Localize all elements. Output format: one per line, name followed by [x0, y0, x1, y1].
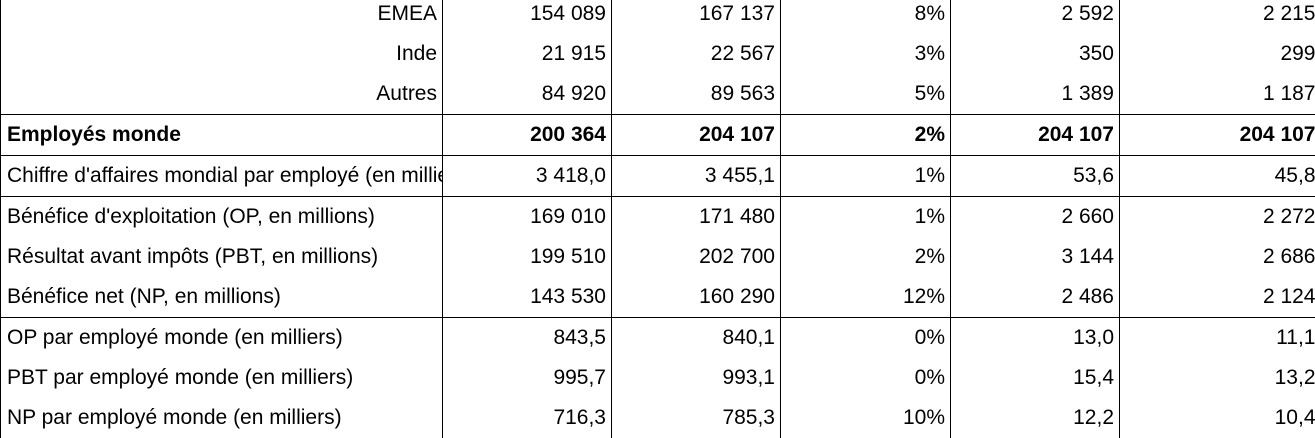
table-row: Inde 21 915 22 567 3% 350 299 [1, 34, 1315, 74]
cell-value[interactable]: 10% [781, 398, 951, 438]
cell-value[interactable]: 167 137 [612, 0, 781, 34]
cell-label[interactable]: Autres [1, 74, 443, 115]
cell-value[interactable]: 785,3 [612, 398, 781, 438]
cell-value[interactable]: 843,5 [443, 318, 612, 359]
cell-label[interactable]: Bénéfice net (NP, en millions) [1, 277, 443, 318]
cell-value[interactable]: 10,4 [1120, 398, 1315, 438]
cell-value[interactable]: 5% [781, 74, 951, 115]
table-row: PBT par employé monde (en milliers) 995,… [1, 358, 1315, 398]
cell-value[interactable]: 204 107 [1120, 115, 1315, 156]
cell-value[interactable]: 0% [781, 318, 951, 359]
cell-value[interactable]: 143 530 [443, 277, 612, 318]
cell-value[interactable]: 160 290 [612, 277, 781, 318]
cell-value[interactable]: 3 455,1 [612, 156, 781, 197]
cell-label[interactable]: OP par employé monde (en milliers) [1, 318, 443, 359]
table-row: Chiffre d'affaires mondial par employé (… [1, 156, 1315, 197]
cell-value[interactable]: 840,1 [612, 318, 781, 359]
cell-value[interactable]: 2 592 [951, 0, 1120, 34]
table-row: Bénéfice d'exploitation (OP, en millions… [1, 197, 1315, 238]
table-row: OP par employé monde (en milliers) 843,5… [1, 318, 1315, 359]
cell-value[interactable]: 2% [781, 115, 951, 156]
cell-value[interactable]: 204 107 [951, 115, 1120, 156]
cell-value[interactable]: 2 486 [951, 277, 1120, 318]
cell-label[interactable]: EMEA [1, 0, 443, 34]
cell-value[interactable]: 2% [781, 237, 951, 277]
cell-value[interactable]: 1 187 [1120, 74, 1315, 115]
cell-value[interactable]: 2 124 [1120, 277, 1315, 318]
cell-value[interactable]: 993,1 [612, 358, 781, 398]
table-row: Autres 84 920 89 563 5% 1 389 1 187 [1, 74, 1315, 115]
cell-value[interactable]: 350 [951, 34, 1120, 74]
cell-value[interactable]: 22 567 [612, 34, 781, 74]
table-row: Résultat avant impôts (PBT, en millions)… [1, 237, 1315, 277]
cell-value[interactable]: 2 272 [1120, 197, 1315, 238]
cell-label[interactable]: NP par employé monde (en milliers) [1, 398, 443, 438]
cell-value[interactable]: 84 920 [443, 74, 612, 115]
cell-value[interactable]: 3% [781, 34, 951, 74]
table-row-total: Employés monde 200 364 204 107 2% 204 10… [1, 115, 1315, 156]
cell-value[interactable]: 89 563 [612, 74, 781, 115]
cell-value[interactable]: 1 389 [951, 74, 1120, 115]
cell-value[interactable]: 13,0 [951, 318, 1120, 359]
cell-value[interactable]: 716,3 [443, 398, 612, 438]
cell-value[interactable]: 2 686 [1120, 237, 1315, 277]
cell-value[interactable]: 200 364 [443, 115, 612, 156]
table-row: NP par employé monde (en milliers) 716,3… [1, 398, 1315, 438]
cell-value[interactable]: 3 418,0 [443, 156, 612, 197]
cell-value[interactable]: 13,2 [1120, 358, 1315, 398]
cell-label[interactable]: Résultat avant impôts (PBT, en millions) [1, 237, 443, 277]
cell-value[interactable]: 2 215 [1120, 0, 1315, 34]
cell-value[interactable]: 0% [781, 358, 951, 398]
cell-value[interactable]: 169 010 [443, 197, 612, 238]
cell-label[interactable]: Employés monde [1, 115, 443, 156]
cell-label[interactable]: Bénéfice d'exploitation (OP, en millions… [1, 197, 443, 238]
cell-value[interactable]: 8% [781, 0, 951, 34]
cell-value[interactable]: 3 144 [951, 237, 1120, 277]
cell-value[interactable]: 12% [781, 277, 951, 318]
cell-value[interactable]: 45,8 [1120, 156, 1315, 197]
cell-value[interactable]: 154 089 [443, 0, 612, 34]
cell-value[interactable]: 199 510 [443, 237, 612, 277]
cell-value[interactable]: 171 480 [612, 197, 781, 238]
cell-label[interactable]: PBT par employé monde (en milliers) [1, 358, 443, 398]
cell-value[interactable]: 2 660 [951, 197, 1120, 238]
cell-value[interactable]: 12,2 [951, 398, 1120, 438]
cell-value[interactable]: 53,6 [951, 156, 1120, 197]
cell-value[interactable]: 202 700 [612, 237, 781, 277]
cell-label[interactable]: Inde [1, 34, 443, 74]
cell-value[interactable]: 11,1 [1120, 318, 1315, 359]
cell-label[interactable]: Chiffre d'affaires mondial par employé (… [1, 156, 443, 197]
cell-value[interactable]: 21 915 [443, 34, 612, 74]
cell-value[interactable]: 1% [781, 197, 951, 238]
table-row: EMEA 154 089 167 137 8% 2 592 2 215 [1, 0, 1315, 34]
cell-value[interactable]: 204 107 [612, 115, 781, 156]
cell-value[interactable]: 299 [1120, 34, 1315, 74]
cell-value[interactable]: 995,7 [443, 358, 612, 398]
cell-value[interactable]: 15,4 [951, 358, 1120, 398]
table-row: Bénéfice net (NP, en millions) 143 530 1… [1, 277, 1315, 318]
cell-value[interactable]: 1% [781, 156, 951, 197]
